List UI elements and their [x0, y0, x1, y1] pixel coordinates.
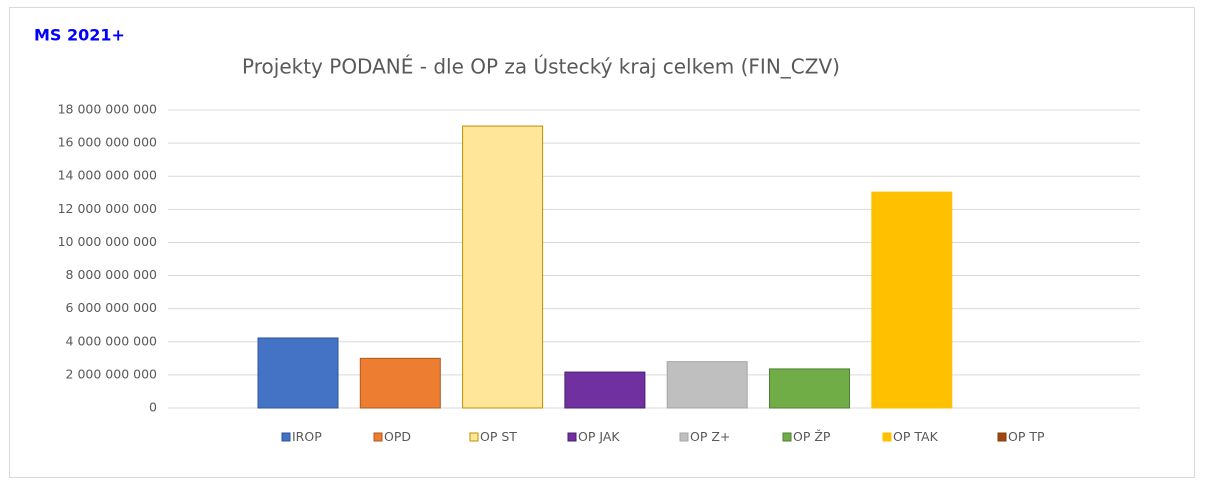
bar	[871, 191, 953, 409]
bar	[769, 368, 850, 409]
y-tick-label: 18 000 000 000	[58, 102, 157, 117]
legend-label: OPD	[384, 429, 411, 444]
legend-swatch	[469, 432, 479, 442]
bar	[462, 125, 544, 409]
legend-swatch	[782, 432, 792, 442]
chart-title: Projekty PODANÉ - dle OP za Ústecký kraj…	[242, 55, 840, 79]
bar	[257, 337, 339, 409]
y-tick-label: 14 000 000 000	[58, 168, 157, 183]
y-tick-label: 0	[149, 400, 157, 415]
legend-label: OP ŽP	[793, 429, 831, 444]
legend-label: OP TP	[1008, 429, 1045, 444]
y-tick-label: 16 000 000 000	[58, 135, 157, 150]
y-tick-label: 6 000 000 000	[66, 300, 157, 315]
y-tick-label: 4 000 000 000	[66, 333, 157, 348]
legend-label: IROP	[292, 429, 322, 444]
legend-swatch	[567, 432, 577, 442]
bar	[666, 361, 748, 409]
legend-swatch	[882, 432, 892, 442]
y-tick-label: 8 000 000 000	[66, 267, 157, 282]
legend-swatch	[281, 432, 291, 442]
legend-label: OP ST	[480, 429, 517, 444]
y-tick-label: 2 000 000 000	[66, 366, 157, 381]
legend-label: OP Z+	[690, 429, 730, 444]
bar	[564, 371, 646, 409]
legend-label: OP JAK	[578, 429, 620, 444]
y-tick-label: 10 000 000 000	[58, 234, 157, 249]
legend-swatch	[997, 432, 1007, 442]
legend-swatch	[373, 432, 383, 442]
legend-label: OP TAK	[893, 429, 939, 444]
sheet-label: MS 2021+	[34, 26, 125, 45]
y-tick-label: 12 000 000 000	[58, 201, 157, 216]
legend-swatch	[679, 432, 689, 442]
bar	[359, 357, 441, 409]
